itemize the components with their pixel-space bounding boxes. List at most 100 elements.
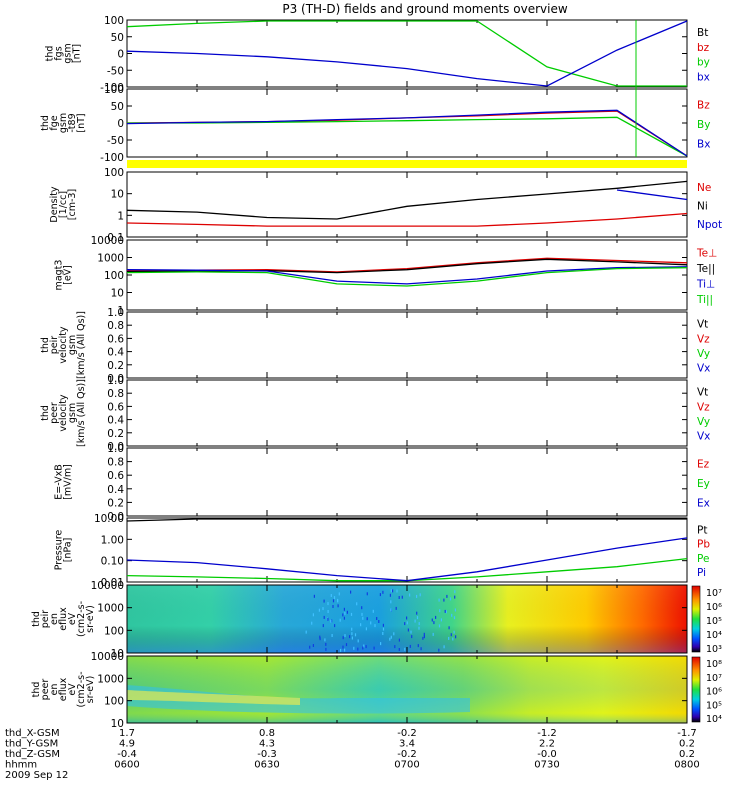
ion-spectrogram-noise	[383, 628, 384, 631]
ytick-label: 0	[117, 118, 124, 130]
ion-spectrogram-noise	[454, 596, 455, 599]
ytick-label: 50	[111, 101, 124, 113]
ion-spectrogram-noise	[340, 649, 341, 652]
ytick-label: 1000	[97, 253, 124, 265]
ion-spectrogram-noise	[421, 647, 422, 650]
ion-spectrogram-noise	[452, 638, 453, 641]
ytick-label: 1	[117, 210, 124, 222]
ion-spectrogram-noise	[394, 645, 395, 648]
ion-spectrogram-noise	[411, 635, 412, 638]
ylabel-line: [eV]	[63, 265, 74, 285]
legend-Pi: Pi	[697, 567, 706, 579]
ion-spectrogram-noise	[342, 646, 343, 649]
colorbar-label: 10⁷	[706, 673, 722, 684]
colorbar-label: 10⁸	[706, 659, 722, 670]
panels: 100500-50-100thdfgsgsm[nT]Btbzbybx100500…	[31, 15, 722, 730]
legend-Vt: Vt	[697, 387, 708, 399]
ytick-label: 0.8	[107, 457, 124, 469]
ytick-label: 10	[111, 288, 124, 300]
ytick-label: -100	[100, 152, 124, 164]
ion-spectrogram-noise	[382, 591, 383, 594]
panel-frame	[127, 312, 687, 378]
axis-row-value: 0.8	[259, 728, 275, 739]
ion-spectrogram-noise	[353, 647, 354, 650]
ytick-label: 0.10	[101, 556, 124, 568]
ion-spectrogram-noise	[446, 595, 447, 598]
ion-spectrogram-noise	[410, 631, 411, 634]
ion-spectrogram-noise	[402, 596, 403, 599]
ytick-label: 1.0	[107, 307, 124, 319]
ion-spectrogram-noise	[415, 620, 416, 623]
ion-spectrogram-noise	[327, 618, 328, 621]
ion-spectrogram-noise	[378, 620, 379, 623]
legend-Vx: Vx	[697, 363, 710, 375]
ion-spectrogram-noise	[347, 611, 348, 614]
ion-spectrogram-noise	[454, 616, 455, 619]
ion-spectrogram-noise	[455, 635, 456, 638]
ytick-label: 0.2	[107, 428, 124, 440]
legend-Te||: Te||	[696, 263, 715, 275]
legend-Vy: Vy	[697, 348, 710, 360]
ion-spectrogram-noise	[344, 617, 345, 620]
time-axis-labels: thd_X-GSM 1.7 0.8 -0.2 -1.2 -1.7thd_Y-GSM 4.9 4…	[5, 728, 700, 781]
axis-row-value: 0.2	[679, 739, 695, 750]
ion-spectrogram-noise	[374, 624, 375, 627]
panel-5: 1.00.80.60.40.20.0thdpeervelocitygsm[km/…	[40, 375, 710, 453]
axis-row-value: 0700	[394, 760, 419, 771]
ion-spectrogram-noise	[407, 621, 408, 624]
axis-date: 2009 Sep 12	[5, 770, 68, 781]
ytick-label: 1000	[97, 603, 124, 615]
ion-spectrogram-noise	[358, 639, 359, 642]
ion-spectrogram-noise	[362, 647, 363, 650]
ion-spectrogram-noise	[338, 604, 339, 607]
legend-Vz: Vz	[697, 333, 710, 345]
ion-spectrogram-noise	[311, 622, 312, 625]
ion-spectrogram-noise	[351, 628, 352, 631]
legend-Pt: Pt	[697, 524, 707, 536]
ion-spectrogram-noise	[390, 594, 391, 597]
ion-spectrogram-noise	[337, 599, 338, 602]
ytick-label: 100	[104, 625, 124, 637]
legend-Pe: Pe	[697, 553, 709, 565]
legend-Vz: Vz	[697, 401, 710, 413]
ytick-label: 0.4	[107, 347, 124, 359]
ylabel-line: sr-eV)	[85, 605, 96, 633]
axis-row-value: -0.0	[537, 749, 557, 760]
ytick-label: 10.00	[94, 513, 124, 525]
ion-spectrogram-noise	[418, 644, 419, 647]
axis-row-value: 0.2	[679, 749, 695, 760]
ion-spectrogram-noise	[441, 618, 442, 621]
ion-spectrogram-noise	[417, 616, 418, 619]
panel-3: 100001000100101magt3[eV]Te⊥Te||Ti⊥Ti||	[54, 235, 718, 317]
legend-Bx: Bx	[697, 138, 710, 150]
axis-row-label: thd_Z-GSM	[5, 749, 60, 760]
panel-7: 10.001.000.100.01Pressure[nPa]PtPbPePi	[54, 513, 711, 589]
legend-Vt: Vt	[697, 319, 708, 331]
legend-By: By	[697, 119, 710, 131]
ion-spectrogram-noise	[391, 589, 392, 592]
axis-row-value: 4.3	[259, 739, 275, 750]
ion-spectrogram-noise	[357, 648, 358, 651]
ytick-label: 10000	[91, 651, 124, 663]
panel-2: 1001010.1Density[1/cc][cm-3]NeNiNpot	[49, 167, 722, 244]
panel-frame	[127, 380, 687, 446]
axis-row-value: 0800	[674, 760, 699, 771]
ion-spectrogram-noise	[352, 637, 353, 640]
ion-spectrogram-noise	[309, 646, 310, 649]
ion-spectrogram-noise	[349, 635, 350, 638]
legend-bz: bz	[697, 42, 710, 54]
ion-spectrogram-noise	[396, 607, 397, 610]
panel-0: 100500-50-100thdfgsgsm[nT]Btbzbybx	[45, 15, 710, 94]
ion-spectrogram-noise	[343, 636, 344, 639]
ion-spectrogram-noise	[449, 626, 450, 629]
ion-spectrogram-noise	[320, 637, 321, 640]
ion-spectrogram-noise	[432, 619, 433, 622]
ytick-label: 0.2	[107, 497, 124, 509]
ion-spectrogram-noise	[408, 629, 409, 632]
ion-spectrogram-noise	[451, 614, 452, 617]
ion-spectrogram-noise	[380, 593, 381, 596]
series-bx	[127, 21, 687, 86]
ytick-label: 1.0	[107, 375, 124, 387]
ion-spectrogram-noise	[367, 617, 368, 620]
